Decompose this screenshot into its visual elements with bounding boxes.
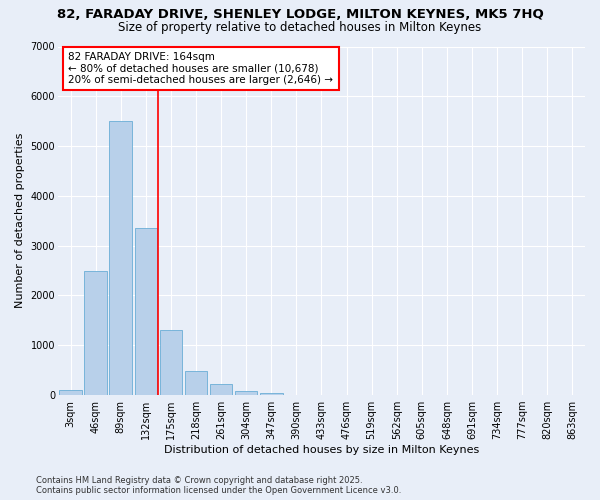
Bar bbox=[235, 390, 257, 395]
Text: 82, FARADAY DRIVE, SHENLEY LODGE, MILTON KEYNES, MK5 7HQ: 82, FARADAY DRIVE, SHENLEY LODGE, MILTON… bbox=[56, 8, 544, 20]
Bar bbox=[210, 384, 232, 395]
Bar bbox=[85, 270, 107, 395]
Text: Contains HM Land Registry data © Crown copyright and database right 2025.
Contai: Contains HM Land Registry data © Crown c… bbox=[36, 476, 401, 495]
Bar bbox=[185, 371, 207, 395]
Bar bbox=[260, 392, 283, 395]
Bar bbox=[134, 228, 157, 395]
Y-axis label: Number of detached properties: Number of detached properties bbox=[15, 133, 25, 308]
Text: 82 FARADAY DRIVE: 164sqm
← 80% of detached houses are smaller (10,678)
20% of se: 82 FARADAY DRIVE: 164sqm ← 80% of detach… bbox=[68, 52, 334, 85]
Bar bbox=[160, 330, 182, 395]
Bar bbox=[109, 121, 132, 395]
Text: Size of property relative to detached houses in Milton Keynes: Size of property relative to detached ho… bbox=[118, 21, 482, 34]
X-axis label: Distribution of detached houses by size in Milton Keynes: Distribution of detached houses by size … bbox=[164, 445, 479, 455]
Bar bbox=[59, 390, 82, 395]
